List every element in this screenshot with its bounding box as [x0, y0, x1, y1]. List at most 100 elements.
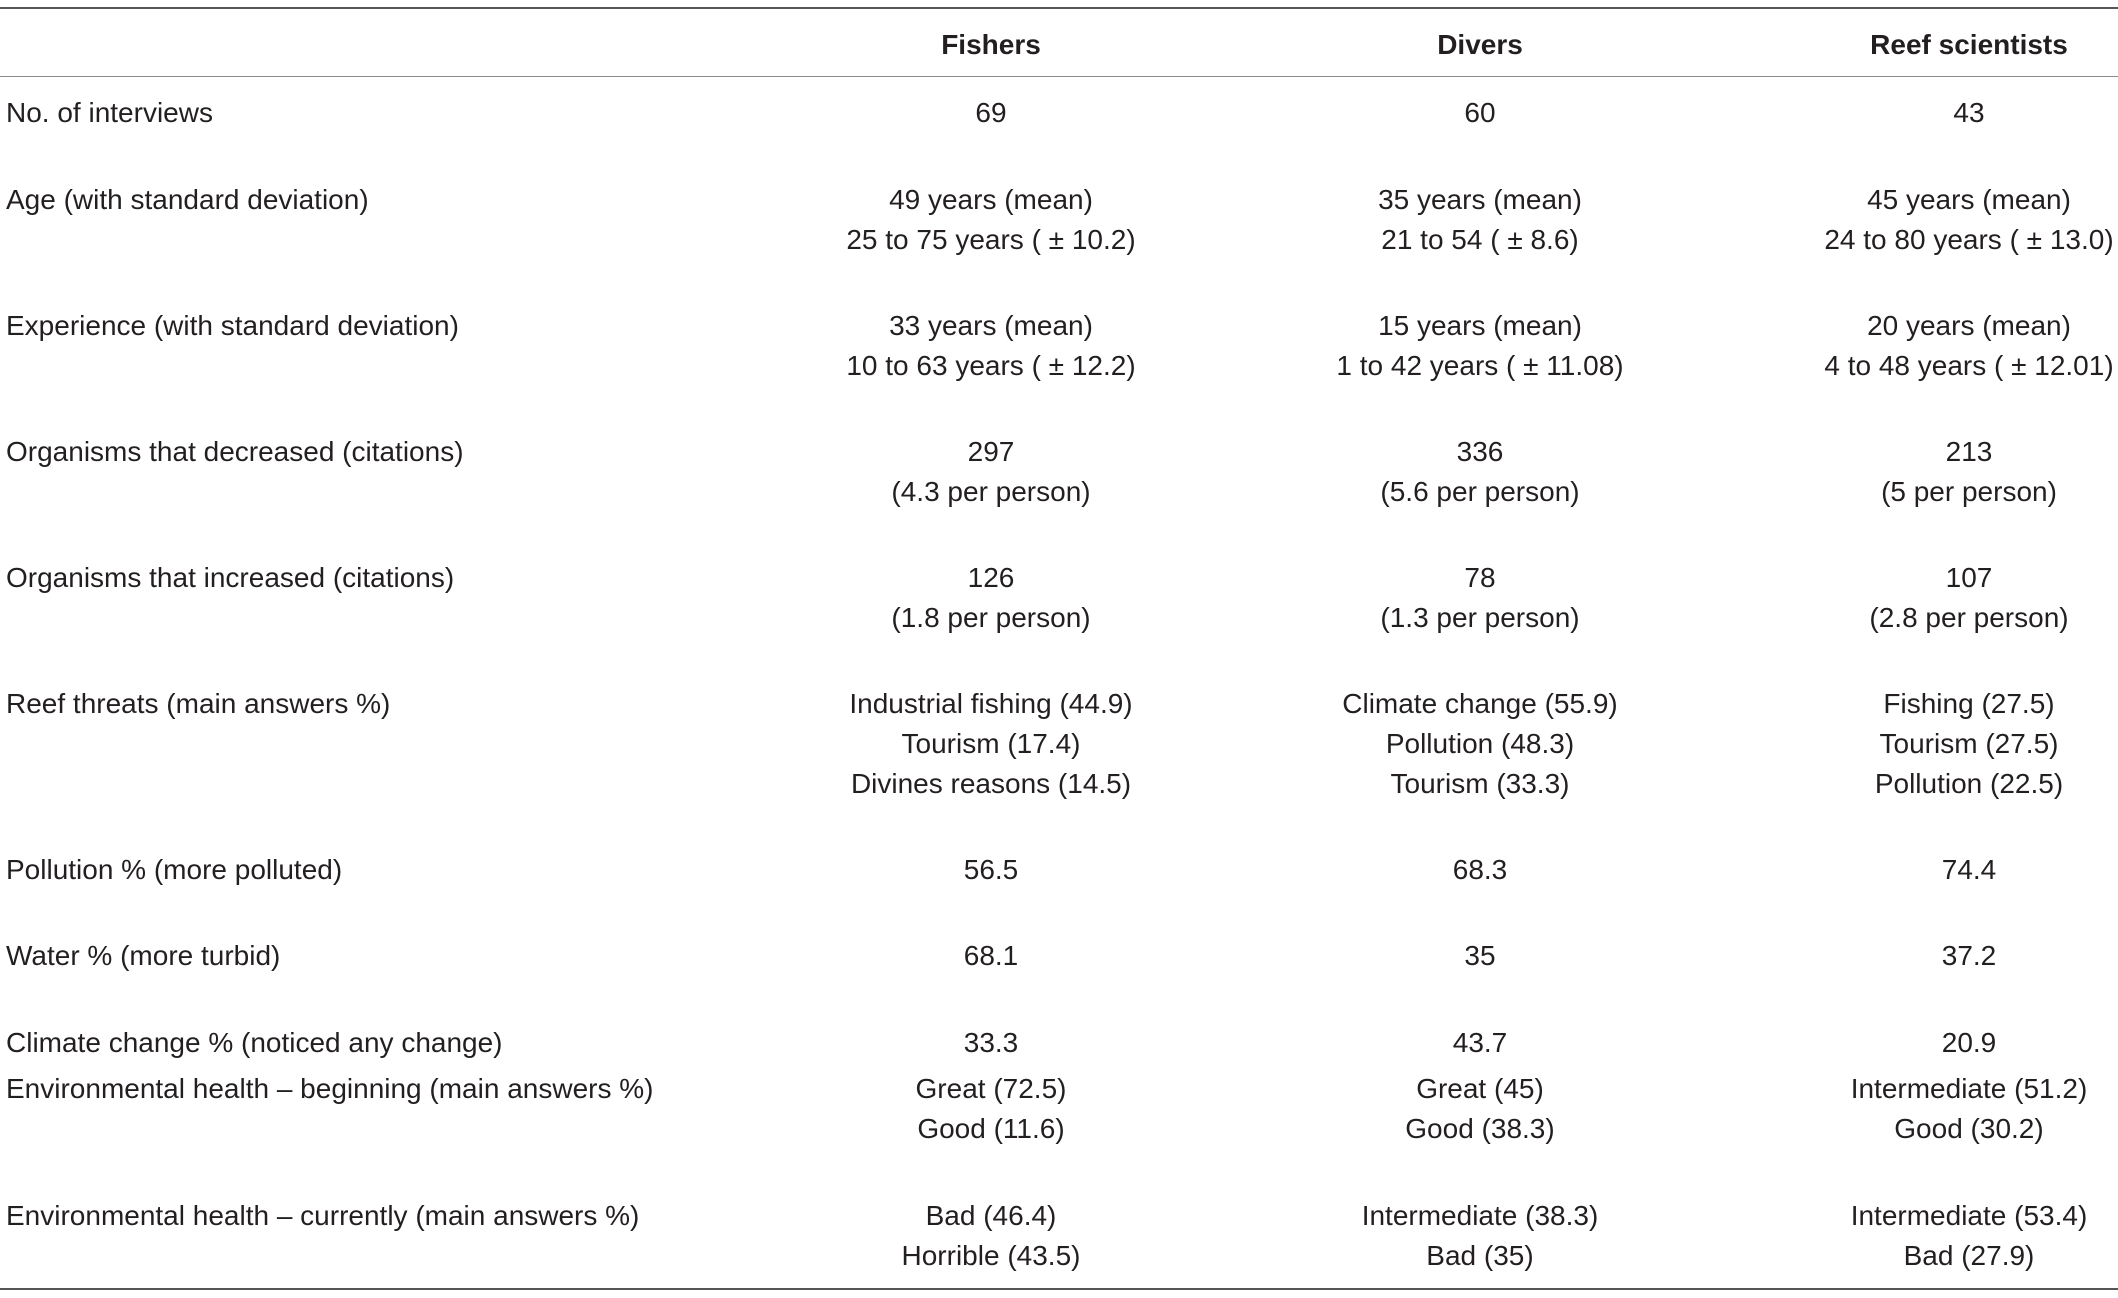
top-rule: [0, 7, 2118, 9]
cell-line: Great (72.5): [915, 1073, 1067, 1104]
cell-divers: Great (45) Good (38.3): [1250, 1069, 1710, 1149]
cell-line: 107: [1945, 562, 1993, 593]
cell-line: 4 to 48 years ( ± 12.01): [1824, 350, 2114, 381]
cell-line: Bad (46.4): [925, 1200, 1057, 1231]
cell-line: 74.4: [1941, 854, 1997, 885]
cell-line: 69: [975, 97, 1007, 128]
row-label: Organisms that increased (citations): [6, 562, 455, 593]
cell-divers: 336 (5.6 per person): [1250, 432, 1710, 512]
cell-line: (5 per person): [1881, 476, 2057, 507]
cell-line: Bad (27.9): [1903, 1240, 2035, 1271]
cell-fishers: Bad (46.4) Horrible (43.5): [761, 1196, 1221, 1276]
cell-fishers: 68.1: [761, 936, 1221, 976]
cell-line: Good (30.2): [1894, 1113, 2044, 1144]
cell-fishers: Great (72.5) Good (11.6): [761, 1069, 1221, 1149]
cell-reef-scientists: Intermediate (53.4) Bad (27.9): [1739, 1196, 2118, 1276]
cell-line: Tourism (27.5): [1879, 728, 2059, 759]
cell-line: 126: [967, 562, 1015, 593]
cell-fishers: 33 years (mean) 10 to 63 years ( ± 12.2): [761, 306, 1221, 386]
cell-reef-scientists: 20.9: [1739, 1023, 2118, 1063]
cell-line: 21 to 54 ( ± 8.6): [1381, 224, 1579, 255]
cell-line: 49 years (mean): [889, 184, 1093, 215]
cell-line: (4.3 per person): [891, 476, 1091, 507]
cell-line: 213: [1945, 436, 1993, 467]
row-label: Environmental health – currently (main a…: [6, 1200, 640, 1231]
cell-line: (5.6 per person): [1380, 476, 1580, 507]
table-header: Fishers Divers Reef scientists: [0, 7, 2118, 77]
cell-divers: Climate change (55.9) Pollution (48.3) Tou…: [1250, 684, 1710, 804]
cell-line: 297: [967, 436, 1015, 467]
cell-line: 35: [1464, 940, 1496, 971]
cell-line: 68.3: [1452, 854, 1508, 885]
cell-line: Divines reasons (14.5): [850, 768, 1132, 799]
cell-divers: 35 years (mean) 21 to 54 ( ± 8.6): [1250, 180, 1710, 260]
cell-reef-scientists: 20 years (mean) 4 to 48 years ( ± 12.01): [1739, 306, 2118, 386]
cell-line: (1.8 per person): [891, 602, 1091, 633]
cell-divers: 60: [1250, 93, 1710, 133]
cell-line: 45 years (mean): [1867, 184, 2071, 215]
cell-divers: 35: [1250, 936, 1710, 976]
column-header-divers: Divers: [1437, 29, 1523, 60]
cell-fishers: 33.3: [761, 1023, 1221, 1063]
cell-line: Intermediate (53.4): [1850, 1200, 2088, 1231]
cell-line: Industrial fishing (44.9): [849, 688, 1133, 719]
cell-line: 25 to 75 years ( ± 10.2): [846, 224, 1136, 255]
cell-line: 60: [1464, 97, 1496, 128]
cell-line: 78: [1464, 562, 1496, 593]
cell-line: 56.5: [963, 854, 1019, 885]
cell-line: 43: [1953, 97, 1985, 128]
row-label: Climate change % (noticed any change): [6, 1027, 503, 1058]
cell-line: Climate change (55.9): [1342, 688, 1618, 719]
cell-line: Good (11.6): [917, 1113, 1065, 1144]
row-label: Reef threats (main answers %): [6, 688, 391, 719]
row-label: Experience (with standard deviation): [6, 310, 459, 341]
cell-line: 37.2: [1941, 940, 1997, 971]
row-label: Water % (more turbid): [6, 940, 281, 971]
row-label: No. of interviews: [6, 97, 213, 128]
cell-fishers: 56.5: [761, 850, 1221, 890]
cell-line: Intermediate (38.3): [1361, 1200, 1599, 1231]
cell-reef-scientists: 45 years (mean) 24 to 80 years ( ± 13.0): [1739, 180, 2118, 260]
cell-line: 68.1: [963, 940, 1019, 971]
cell-fishers: 49 years (mean) 25 to 75 years ( ± 10.2): [761, 180, 1221, 260]
cell-line: 15 years (mean): [1378, 310, 1582, 341]
cell-line: (1.3 per person): [1380, 602, 1580, 633]
cell-reef-scientists: 107 (2.8 per person): [1739, 558, 2118, 638]
cell-reef-scientists: 37.2: [1739, 936, 2118, 976]
cell-line: 35 years (mean): [1378, 184, 1582, 215]
cell-line: 20.9: [1941, 1027, 1997, 1058]
cell-line: 20 years (mean): [1867, 310, 2071, 341]
cell-reef-scientists: 213 (5 per person): [1739, 432, 2118, 512]
cell-line: 10 to 63 years ( ± 12.2): [846, 350, 1136, 381]
cell-divers: Intermediate (38.3) Bad (35): [1250, 1196, 1710, 1276]
cell-line: Pollution (22.5): [1874, 768, 2064, 799]
row-label: Environmental health – beginning (main a…: [6, 1073, 654, 1104]
cell-fishers: 69: [761, 93, 1221, 133]
column-header-reef-scientists: Reef scientists: [1870, 29, 2068, 60]
cell-line: Good (38.3): [1405, 1113, 1555, 1144]
cell-line: Great (45): [1416, 1073, 1544, 1104]
cell-line: 24 to 80 years ( ± 13.0): [1824, 224, 2114, 255]
header-rule: [0, 76, 2118, 77]
cell-line: 33.3: [963, 1027, 1019, 1058]
cell-divers: 43.7: [1250, 1023, 1710, 1063]
row-label: Organisms that decreased (citations): [6, 436, 464, 467]
cell-divers: 78 (1.3 per person): [1250, 558, 1710, 638]
cell-reef-scientists: Fishing (27.5) Tourism (27.5) Pollution (2…: [1739, 684, 2118, 804]
cell-line: 336: [1456, 436, 1504, 467]
cell-fishers: 297 (4.3 per person): [761, 432, 1221, 512]
cell-reef-scientists: Intermediate (51.2) Good (30.2): [1739, 1069, 2118, 1149]
cell-fishers: 126 (1.8 per person): [761, 558, 1221, 638]
cell-line: 1 to 42 years ( ± 11.08): [1336, 350, 1624, 381]
cell-line: Fishing (27.5): [1883, 688, 2055, 719]
column-header-fishers: Fishers: [941, 29, 1041, 60]
cell-reef-scientists: 43: [1739, 93, 2118, 133]
cell-line: Tourism (33.3): [1390, 768, 1570, 799]
cell-line: Pollution (48.3): [1385, 728, 1575, 759]
cell-line: Tourism (17.4): [901, 728, 1081, 759]
cell-line: Horrible (43.5): [901, 1240, 1081, 1271]
row-label: Age (with standard deviation): [6, 184, 369, 215]
cell-line: Intermediate (51.2): [1850, 1073, 2088, 1104]
cell-reef-scientists: 74.4: [1739, 850, 2118, 890]
cell-line: Bad (35): [1426, 1240, 1534, 1271]
